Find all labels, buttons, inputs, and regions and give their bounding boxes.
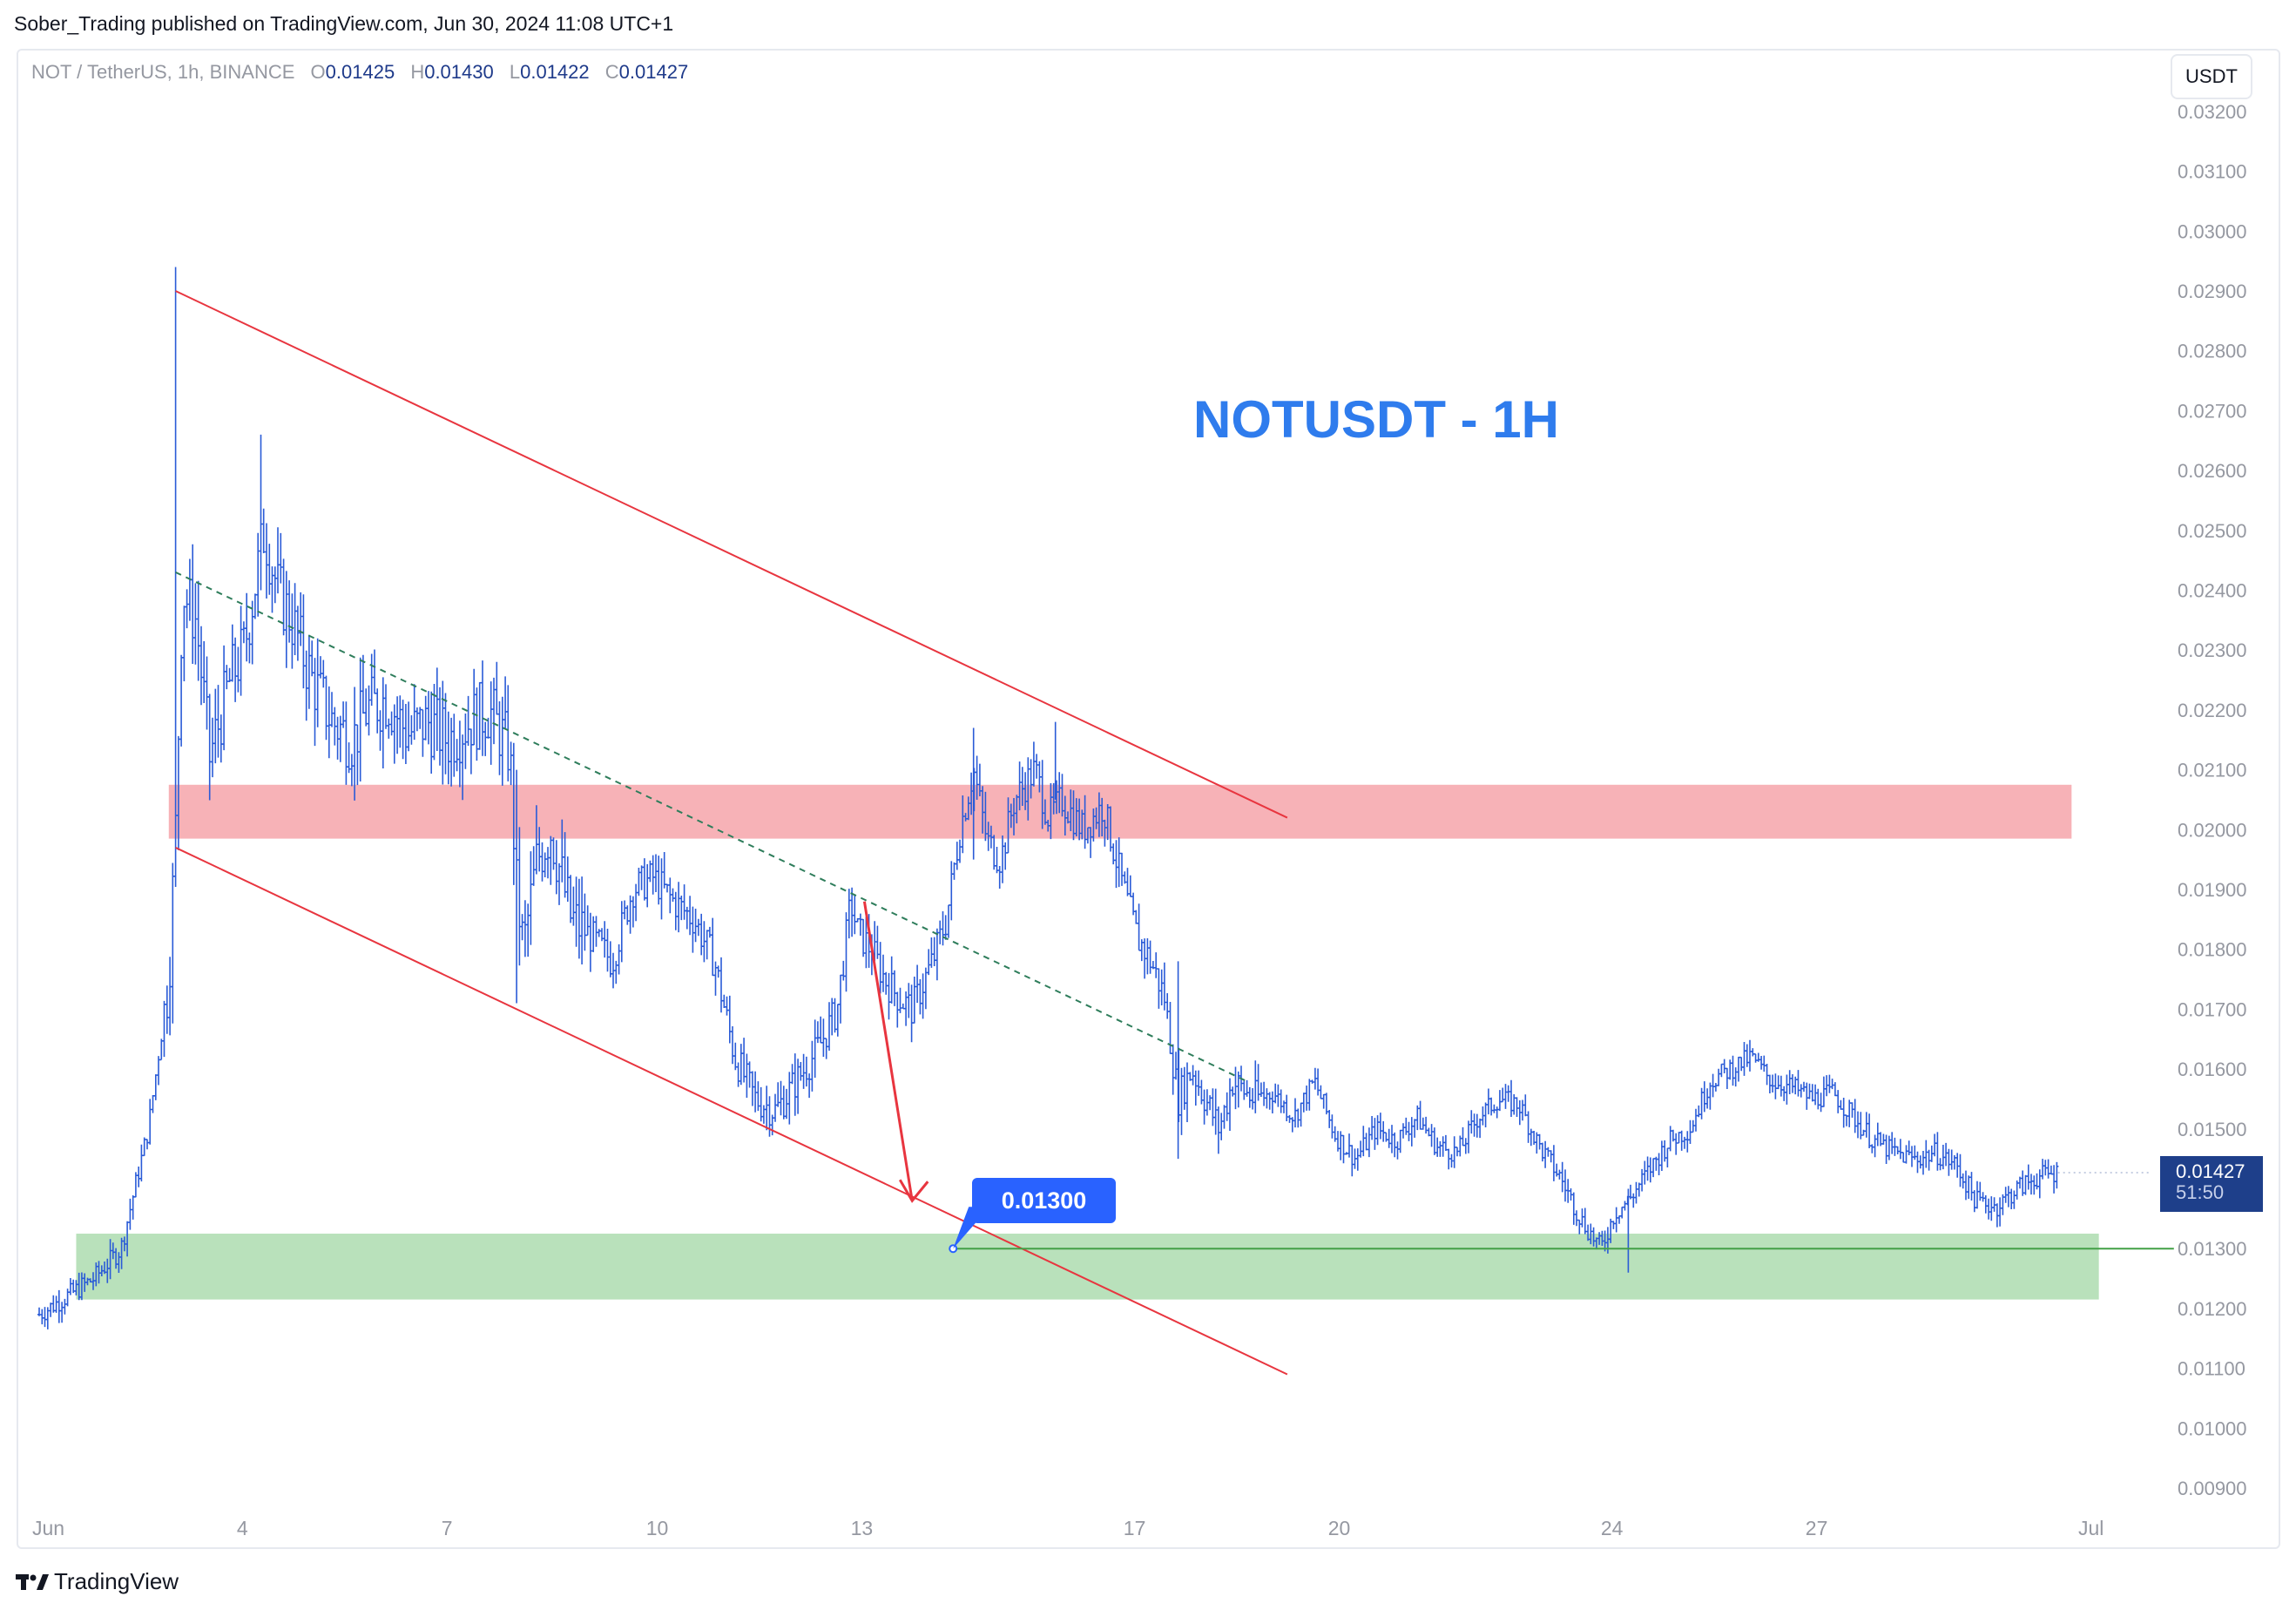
y-tick-label: 0.02400	[2178, 580, 2247, 602]
x-tick-label: 24	[1601, 1517, 1624, 1539]
y-tick-label: 0.02500	[2178, 520, 2247, 542]
y-tick-label: 0.02100	[2178, 760, 2247, 781]
tradingview-logo-icon	[16, 1573, 49, 1590]
x-tick-label: 27	[1806, 1517, 1828, 1539]
close-value: 0.01427	[618, 61, 689, 83]
chart-panel[interactable]	[17, 49, 2280, 1549]
last-price-label: 0.01427 51:50	[2160, 1156, 2263, 1212]
x-tick-label: 7	[442, 1517, 453, 1539]
y-tick-label: 0.01800	[2178, 939, 2247, 961]
currency-button[interactable]: USDT	[2171, 54, 2252, 99]
price-axis: 0.03200 0.03100 0.03000 0.02900 0.02800 0.027…	[2178, 101, 2247, 1499]
y-tick-label: 0.02600	[2178, 460, 2247, 482]
x-tick-label: Jun	[32, 1517, 64, 1539]
published-info: Sober_Trading published on TradingView.c…	[14, 12, 674, 35]
symbol-legend: NOT / TetherUS, 1h, BINANCE O0.01425 H0.…	[31, 61, 688, 84]
y-tick-label: 0.01500	[2178, 1119, 2247, 1140]
y-tick-label: 0.03100	[2178, 161, 2247, 183]
y-tick-label: 0.02900	[2178, 281, 2247, 302]
y-tick-label: 0.01300	[2178, 1238, 2247, 1260]
y-tick-label: 0.02000	[2178, 819, 2247, 841]
open-label: O	[310, 61, 326, 83]
channel-midline	[175, 571, 1247, 1082]
y-tick-label: 0.01900	[2178, 879, 2247, 901]
bar-countdown: 51:50	[2176, 1181, 2225, 1203]
y-tick-label: 0.03000	[2178, 220, 2247, 242]
target-arrow-head	[898, 1179, 929, 1203]
y-tick-label: 0.02800	[2178, 341, 2247, 362]
candle-wicks	[37, 267, 2059, 1329]
y-tick-label: 0.01200	[2178, 1298, 2247, 1320]
price-callout[interactable]: 0.01300	[972, 1178, 1116, 1223]
resistance-zone	[168, 784, 2072, 839]
time-axis: Jun 4 7 10 13 17 20 24 27 Jul	[32, 1517, 2104, 1539]
y-tick-label: 0.02200	[2178, 700, 2247, 721]
y-tick-label: 0.01600	[2178, 1059, 2247, 1080]
tradingview-logo-text: TradingView	[54, 1568, 179, 1594]
y-tick-label: 0.01000	[2178, 1417, 2247, 1439]
x-tick-label: Jul	[2078, 1517, 2104, 1539]
high-value: 0.01430	[424, 61, 494, 83]
last-price-value: 0.01427	[2176, 1160, 2245, 1182]
x-tick-label: 13	[851, 1517, 874, 1539]
channel-lower-line	[175, 847, 1288, 1376]
y-tick-label: 0.01700	[2178, 998, 2247, 1020]
target-arrow	[862, 901, 914, 1201]
low-value: 0.01422	[520, 61, 590, 83]
support-zone	[76, 1234, 2099, 1300]
y-tick-label: 0.01100	[2178, 1358, 2245, 1380]
x-tick-label: 4	[237, 1517, 248, 1539]
symbol-name[interactable]: NOT / TetherUS, 1h, BINANCE	[31, 61, 295, 83]
y-tick-label: 0.00900	[2178, 1478, 2247, 1499]
close-label: C	[604, 61, 619, 83]
x-tick-label: 17	[1124, 1517, 1146, 1539]
candle-series	[37, 267, 2059, 1329]
low-label: L	[509, 61, 521, 83]
chart-title: NOTUSDT - 1H	[1193, 390, 1559, 449]
high-label: H	[410, 61, 425, 83]
y-tick-label: 0.02300	[2178, 639, 2247, 661]
channel-upper-line	[175, 290, 1288, 819]
open-value: 0.01425	[325, 61, 395, 83]
x-tick-label: 20	[1328, 1517, 1351, 1539]
y-tick-label: 0.02700	[2178, 400, 2247, 422]
x-tick-label: 10	[646, 1517, 669, 1539]
y-tick-label: 0.03200	[2178, 101, 2247, 123]
tradingview-logo[interactable]: TradingView	[16, 1568, 179, 1595]
